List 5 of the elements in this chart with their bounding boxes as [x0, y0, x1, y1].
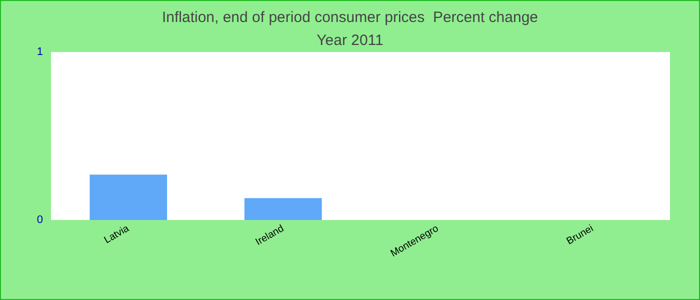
y-tick-label: 1	[36, 46, 43, 58]
chart-subtitle: Year 2011	[316, 32, 384, 49]
chart-title: Inflation, end of period consumer prices Percent change	[162, 9, 538, 26]
x-tick-label: Latvia	[102, 223, 132, 246]
y-tick-label: 0	[36, 214, 43, 226]
